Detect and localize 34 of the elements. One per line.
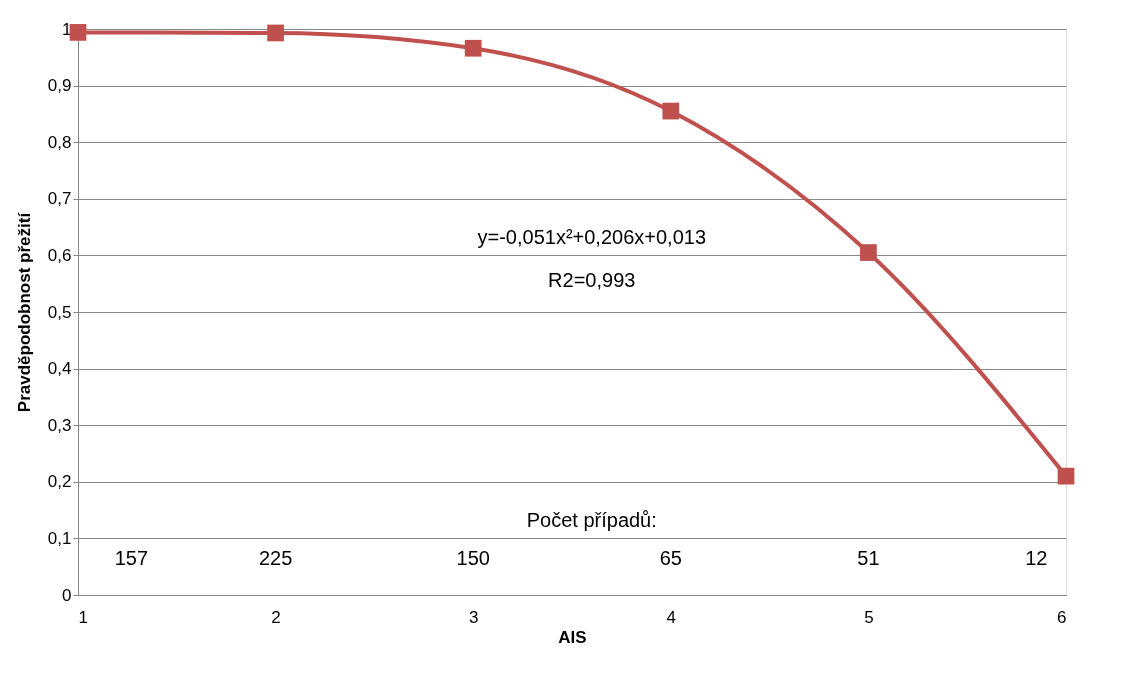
annotation: 150: [456, 547, 490, 570]
point: [662, 102, 680, 120]
x-tick-label: 5: [864, 607, 874, 627]
x-tick-label: 1: [78, 607, 88, 627]
annotation: Počet případů:: [526, 509, 657, 532]
y-tick-label: 0,8: [47, 132, 72, 152]
y-axis-title: Pravděpodobnost přežití: [14, 211, 34, 413]
point: [69, 24, 87, 41]
annotation: 12: [1025, 547, 1048, 570]
y-tick-label: 0: [62, 585, 72, 605]
y-tick-label: 0,5: [47, 302, 72, 322]
point: [860, 244, 877, 261]
point: [1057, 467, 1075, 485]
y-tick-label: 1: [62, 19, 72, 39]
annotation: R2=0,993: [548, 268, 636, 291]
annotation: y=-0,051x²+0,206x+0,013: [477, 226, 707, 249]
x-tick-label: 3: [468, 607, 479, 627]
point: [464, 39, 482, 57]
annotation: 65: [659, 547, 682, 570]
y-tick-label: 0,7: [47, 189, 72, 209]
y-tick-label: 0,2: [47, 472, 72, 492]
y-tick-label: 0,1: [47, 528, 72, 548]
annotation: 225: [258, 547, 293, 570]
x-tick-label: 4: [666, 607, 677, 627]
y-tick-label: 0,4: [47, 359, 72, 379]
x-axis-title: AIS: [558, 627, 587, 647]
y-tick-label: 0,9: [47, 76, 72, 96]
annotation: 51: [857, 547, 880, 570]
x-tick-label: 6: [1057, 607, 1067, 627]
y-tick-label: 0,3: [47, 415, 72, 435]
y-tick-label: 0,6: [47, 245, 72, 265]
point: [267, 24, 284, 42]
annotation: 157: [114, 547, 149, 570]
x-tick-label: 2: [271, 607, 281, 627]
